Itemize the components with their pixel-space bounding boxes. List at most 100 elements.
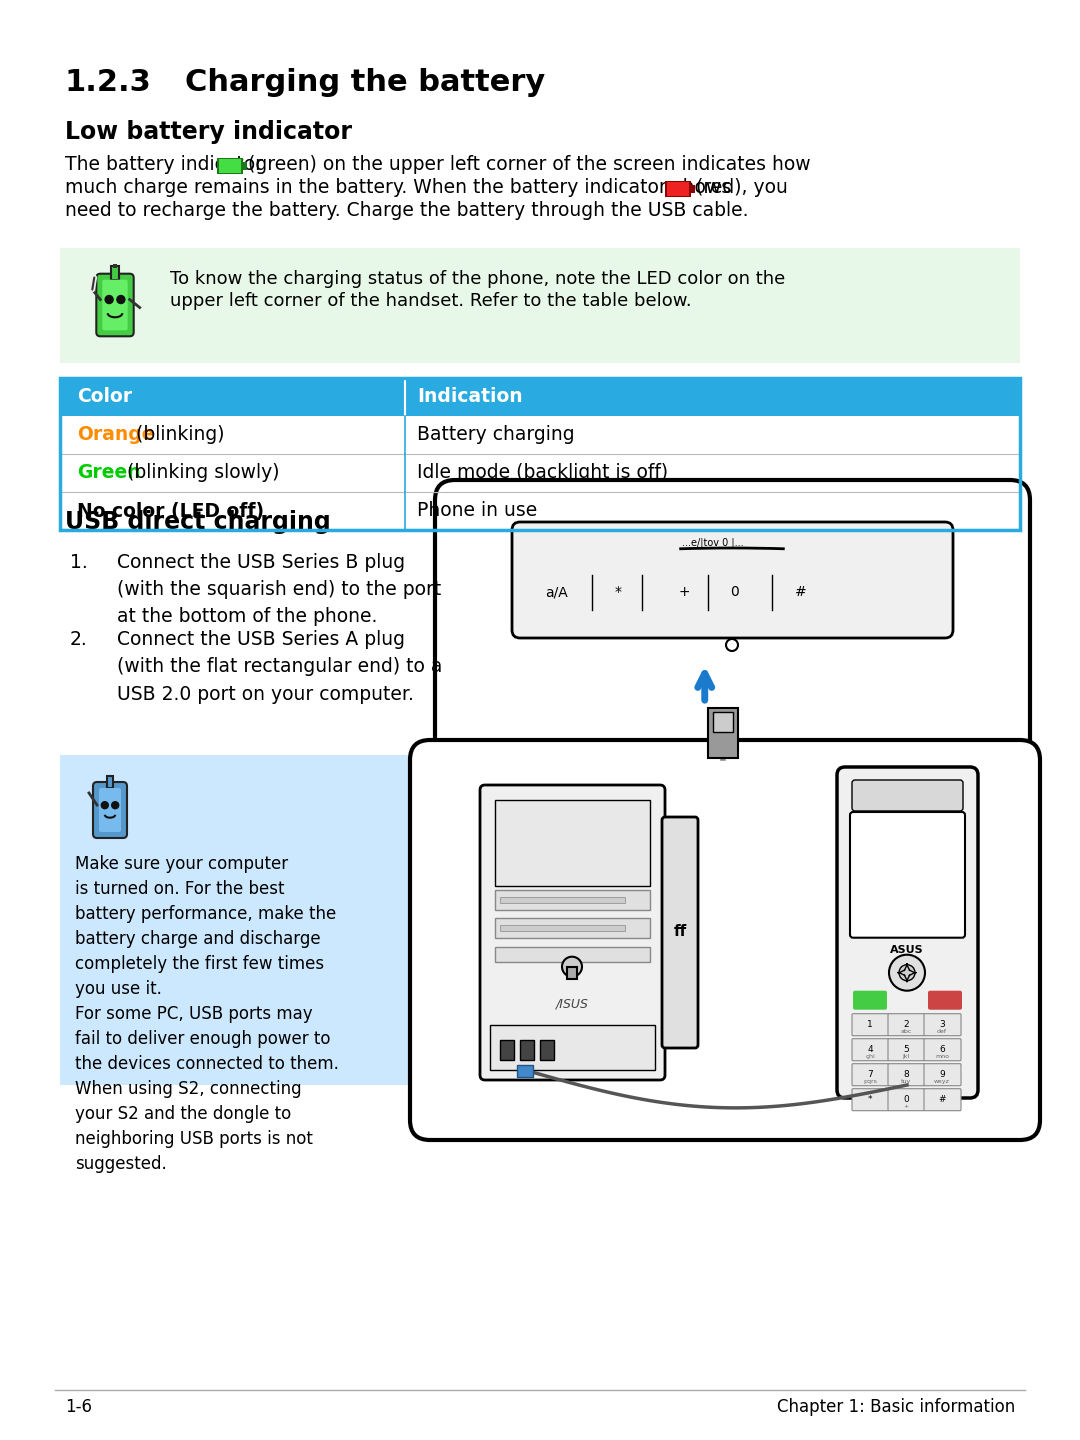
Text: Indication: Indication [417, 387, 523, 406]
FancyBboxPatch shape [852, 1089, 889, 1110]
Bar [60, 454, 1020, 492]
Text: Low battery indicator: Low battery indicator [65, 120, 352, 144]
Bar [60, 755, 445, 1084]
Text: Make sure your computer
is turned on. For the best
battery performance, make the: Make sure your computer is turned on. Fo… [75, 855, 339, 1174]
Text: 4: 4 [867, 1045, 873, 1054]
Text: 3: 3 [940, 1020, 945, 1030]
Bar [113, 264, 117, 268]
Bar [217, 158, 243, 174]
Bar [500, 1040, 514, 1060]
Bar [495, 890, 650, 910]
Text: (blinking): (blinking) [130, 425, 225, 445]
Bar [500, 926, 625, 932]
Text: ff: ff [673, 924, 687, 939]
Text: much charge remains in the battery. When the battery indicator shows: much charge remains in the battery. When… [65, 179, 738, 197]
Text: Color: Color [77, 387, 132, 406]
FancyBboxPatch shape [853, 991, 887, 1009]
Text: 0: 0 [903, 1096, 909, 1104]
Text: Battery charging: Battery charging [417, 425, 575, 445]
Text: 1: 1 [867, 1020, 873, 1030]
Text: 6: 6 [940, 1045, 945, 1054]
Circle shape [899, 965, 915, 981]
Bar [60, 492, 1020, 530]
Text: #: # [795, 585, 807, 599]
Bar [500, 897, 625, 903]
Text: a/A: a/A [545, 585, 568, 599]
FancyBboxPatch shape [852, 1014, 889, 1035]
Text: def: def [937, 1030, 947, 1034]
Text: 9: 9 [940, 1070, 945, 1079]
Text: To know the charging status of the phone, note the LED color on the: To know the charging status of the phone… [170, 271, 785, 288]
Bar [111, 266, 119, 279]
FancyBboxPatch shape [850, 812, 966, 937]
Text: Orange: Orange [77, 425, 154, 445]
Text: 2: 2 [903, 1020, 908, 1030]
Text: *: * [867, 1096, 873, 1104]
Text: No color (LED off): No color (LED off) [77, 501, 265, 520]
FancyBboxPatch shape [99, 788, 121, 832]
FancyBboxPatch shape [662, 816, 698, 1048]
Bar [243, 161, 247, 170]
Bar [219, 158, 241, 173]
FancyBboxPatch shape [924, 1064, 961, 1086]
FancyBboxPatch shape [888, 1014, 924, 1035]
Bar [495, 801, 650, 886]
FancyBboxPatch shape [480, 785, 665, 1080]
FancyBboxPatch shape [888, 1089, 924, 1110]
Text: tuv: tuv [901, 1079, 912, 1084]
Text: jkl: jkl [903, 1054, 909, 1060]
Text: Charging the battery: Charging the battery [185, 68, 545, 96]
Text: (red), you: (red), you [696, 179, 788, 197]
Text: ASUS: ASUS [890, 945, 923, 955]
FancyBboxPatch shape [410, 740, 1040, 1140]
FancyBboxPatch shape [888, 1064, 924, 1086]
FancyBboxPatch shape [852, 1038, 889, 1061]
Text: Phone in use: Phone in use [417, 501, 537, 520]
Text: 7: 7 [867, 1070, 873, 1079]
FancyBboxPatch shape [852, 780, 963, 811]
Text: upper left corner of the handset. Refer to the table below.: upper left corner of the handset. Refer … [170, 292, 691, 310]
Text: (green) on the upper left corner of the screen indicates how: (green) on the upper left corner of the … [248, 156, 811, 174]
Bar [60, 377, 1020, 530]
FancyBboxPatch shape [928, 991, 962, 1009]
FancyBboxPatch shape [103, 279, 127, 330]
Text: ...e/|tov 0 |...: ...e/|tov 0 |... [681, 539, 744, 549]
FancyBboxPatch shape [852, 1064, 889, 1086]
Bar [665, 181, 691, 197]
Text: 5: 5 [903, 1045, 909, 1054]
Circle shape [562, 956, 582, 976]
Bar [495, 946, 650, 962]
Circle shape [111, 802, 119, 809]
Text: ghi: ghi [865, 1054, 875, 1060]
Bar [667, 181, 689, 196]
Bar [495, 919, 650, 939]
Bar [60, 377, 1020, 416]
Text: #: # [939, 1096, 946, 1104]
Text: +: + [903, 1104, 908, 1109]
Circle shape [105, 295, 113, 304]
Text: Chapter 1: Basic information: Chapter 1: Basic information [777, 1398, 1015, 1416]
Text: +: + [665, 585, 704, 599]
Bar [107, 776, 113, 788]
Bar [713, 711, 732, 732]
Text: need to recharge the battery. Charge the battery through the USB cable.: need to recharge the battery. Charge the… [65, 202, 748, 220]
Bar [490, 1025, 654, 1070]
Text: mno: mno [935, 1054, 949, 1060]
Text: The battery indicator: The battery indicator [65, 156, 269, 174]
FancyBboxPatch shape [837, 768, 978, 1097]
Bar [519, 1040, 534, 1060]
Bar [517, 1066, 534, 1077]
FancyBboxPatch shape [93, 782, 127, 838]
Bar [60, 248, 1020, 363]
Text: pqrs: pqrs [863, 1079, 877, 1084]
Text: Connect the USB Series A plug
(with the flat rectangular end) to a
USB 2.0 port : Connect the USB Series A plug (with the … [117, 631, 443, 704]
Bar [60, 416, 1020, 454]
FancyBboxPatch shape [435, 480, 1030, 760]
Text: 1-6: 1-6 [65, 1398, 92, 1416]
Circle shape [117, 295, 125, 304]
Bar [707, 708, 738, 757]
Text: Idle mode (backlight is off): Idle mode (backlight is off) [417, 464, 669, 482]
Text: 2.: 2. [70, 631, 87, 649]
FancyBboxPatch shape [96, 274, 134, 337]
Bar [567, 966, 577, 979]
